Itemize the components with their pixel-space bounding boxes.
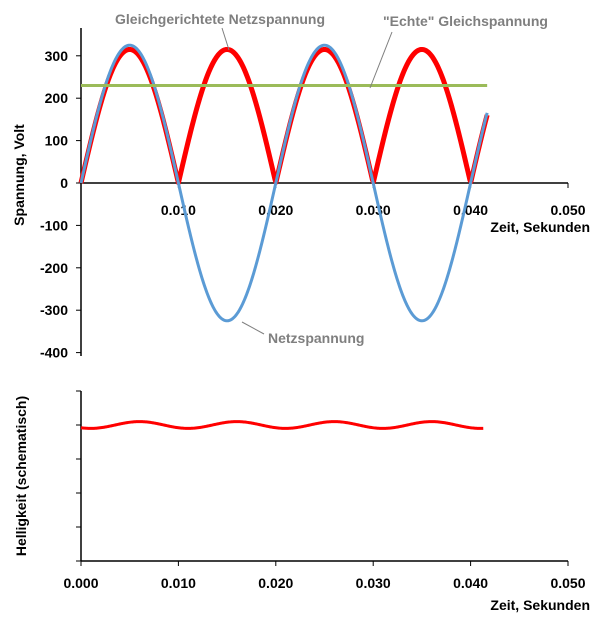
- annotation-mains: Netzspannung: [268, 330, 364, 346]
- voltage-chart: 300 200 100 0 -100 -200 -300 -400 0.010 0.020 0.0…: [11, 11, 590, 361]
- annotation-leader: [241, 321, 265, 335]
- brightness-chart: 0.000 0.010 0.020 0.030 0.040 0.050 Zeit, Sek…: [13, 390, 590, 613]
- y-tick-label: -300: [40, 302, 68, 318]
- x-tick-label: 0.010: [161, 202, 196, 218]
- y-tick-label: 100: [45, 133, 69, 149]
- y-axis-title: Spannung, Volt: [11, 124, 27, 226]
- annotation-leader: [369, 31, 393, 89]
- y-tick-label: 0: [60, 175, 68, 191]
- y-tick-label: -400: [40, 345, 68, 361]
- x-tick-label: 0.010: [161, 575, 196, 591]
- x-tick-label: 0.030: [356, 202, 391, 218]
- y-tick-label: 200: [45, 90, 69, 106]
- series-rectified-voltage: [78, 46, 490, 186]
- y-tick-label: -200: [40, 260, 68, 276]
- x-tick-label: 0.050: [550, 202, 585, 218]
- x-tick-label: 0.030: [356, 575, 391, 591]
- x-tick-label: 0.040: [453, 202, 488, 218]
- annotation-dc: "Echte" Gleichspannung: [383, 13, 548, 29]
- x-axis-title: Zeit, Sekunden: [490, 219, 590, 235]
- series-mains-voltage: [79, 43, 489, 323]
- x-tick-label: 0.040: [453, 575, 488, 591]
- y-axis-title: Helligkeit (schematisch): [13, 396, 29, 556]
- x-tick-label: 0.020: [258, 202, 293, 218]
- annotation-rectified: Gleichgerichtete Netzspannung: [115, 11, 325, 27]
- series-brightness: [80, 420, 484, 430]
- y-tick-label: 300: [45, 48, 69, 64]
- x-tick-label: 0.020: [258, 575, 293, 591]
- y-tick-label: -100: [40, 217, 68, 233]
- annotation-leader: [221, 27, 230, 51]
- x-axis-title: Zeit, Sekunden: [490, 597, 590, 613]
- x-tick-label: 0.050: [550, 575, 585, 591]
- x-tick-label: 0.000: [63, 575, 98, 591]
